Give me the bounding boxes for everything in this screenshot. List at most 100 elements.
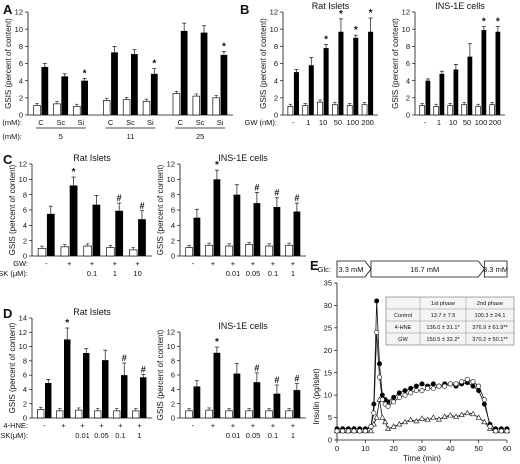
point-circle [430, 381, 436, 387]
point-triangle [382, 418, 389, 425]
protocol-label: 3.3 mM [338, 265, 363, 274]
panel-title: Rat Islets [73, 307, 111, 317]
significance-star: * [339, 9, 343, 20]
y-tick-label: 12 [19, 328, 27, 337]
row-value: + [113, 259, 118, 268]
point-triangle [469, 410, 477, 417]
protocol-label: 16.7 mM [410, 265, 439, 274]
row-label: GW (nM): [245, 118, 278, 127]
bar-white [265, 410, 273, 419]
point-triangle [390, 423, 397, 429]
bar-black [115, 210, 124, 256]
bar-white [265, 245, 273, 257]
bar-white [287, 106, 294, 116]
point-triangle [418, 415, 426, 421]
significance-star: * [496, 17, 500, 28]
panel-letter: B [240, 2, 249, 17]
category-label: Sc [126, 118, 135, 127]
point-circle [408, 390, 414, 396]
y-tick-label: 4 [19, 76, 23, 85]
point-circle [351, 428, 357, 434]
category-label: 1 [306, 118, 310, 127]
table-header: 1st phase [431, 301, 455, 307]
y-tick-label: 12 [167, 328, 175, 337]
group-label: 25 [196, 132, 204, 141]
row-value: + [251, 259, 256, 268]
bar-white [102, 100, 111, 116]
category-label: 1 [437, 118, 441, 127]
point-circle [419, 381, 425, 387]
y-axis-title: GSIS (percent of content) [259, 18, 268, 109]
bar-black [213, 352, 221, 418]
point-circle [374, 329, 380, 335]
point-circle [413, 383, 419, 389]
point-circle [419, 388, 425, 394]
bar-black [323, 48, 329, 115]
bar-white [185, 410, 193, 419]
point-circle [345, 428, 351, 434]
bar-white [75, 409, 83, 419]
bar-black [293, 211, 301, 256]
protocol-segment [336, 260, 372, 278]
point-circle [368, 424, 374, 430]
x-tick-label: 60 [503, 444, 511, 453]
y-tick-label: 2 [274, 93, 278, 102]
point-circle [391, 394, 397, 400]
bar-black [193, 386, 201, 418]
table-cell: 136.0 ± 31.1* [426, 325, 460, 331]
bar-white [475, 106, 481, 116]
row-value: 0.1 [115, 431, 125, 440]
glc-label: Glc: [318, 265, 331, 274]
category-label: 200 [361, 118, 374, 127]
y-tick-label: 0 [406, 111, 410, 120]
point-circle [470, 383, 476, 389]
row-label: Glc (mM): [0, 132, 22, 141]
row-value: + [80, 421, 85, 430]
bar-black [338, 31, 344, 115]
row-value: + [271, 421, 276, 430]
row-value: + [291, 421, 296, 430]
y-tick-label: 14 [19, 314, 27, 323]
row-value: 0.1 [268, 269, 278, 278]
panel-title: INS-1E cells [435, 1, 485, 11]
point-circle [396, 394, 402, 400]
row-value: + [99, 421, 104, 430]
table-cell: 4-HNE [395, 325, 412, 331]
y-tick-label: 4 [274, 76, 278, 85]
bar-white [53, 103, 61, 116]
bar-black [45, 383, 52, 418]
y-axis-title: Insulin (pg/islet) [312, 368, 321, 424]
panel-letter: A [3, 2, 13, 17]
y-axis-title: GSIS (percent of content) [391, 18, 400, 109]
y-tick-label: 10 [167, 175, 175, 184]
bar-black [46, 213, 55, 256]
point-circle [402, 388, 408, 394]
point-triangle [435, 416, 443, 422]
category-label: C [38, 118, 44, 127]
y-tick-label: 12 [270, 8, 278, 17]
bar-black [425, 80, 431, 115]
significance-hash: # [294, 374, 299, 384]
point-triangle [401, 418, 409, 425]
y-tick-label: 12 [19, 160, 27, 169]
category-label: 50 [334, 118, 342, 127]
point-circle [476, 383, 482, 389]
significance-star: * [72, 167, 76, 178]
bar-white [317, 101, 323, 116]
row-value: 1 [291, 269, 295, 278]
y-tick-label: 2 [19, 93, 23, 102]
y-tick-label: 0 [328, 436, 332, 445]
bar-black [121, 375, 128, 418]
bar-black [273, 393, 281, 418]
bar-white [33, 105, 41, 116]
bar-black [368, 31, 374, 115]
y-tick-label: 10 [402, 25, 410, 34]
bar-white [94, 410, 102, 419]
category-label: 100 [346, 118, 359, 127]
y-tick-label: 10 [19, 175, 27, 184]
significance-hash: # [117, 193, 122, 203]
row-value: - [45, 259, 48, 268]
y-tick-label: 2 [23, 236, 27, 245]
row-value: 0.01 [75, 431, 90, 440]
